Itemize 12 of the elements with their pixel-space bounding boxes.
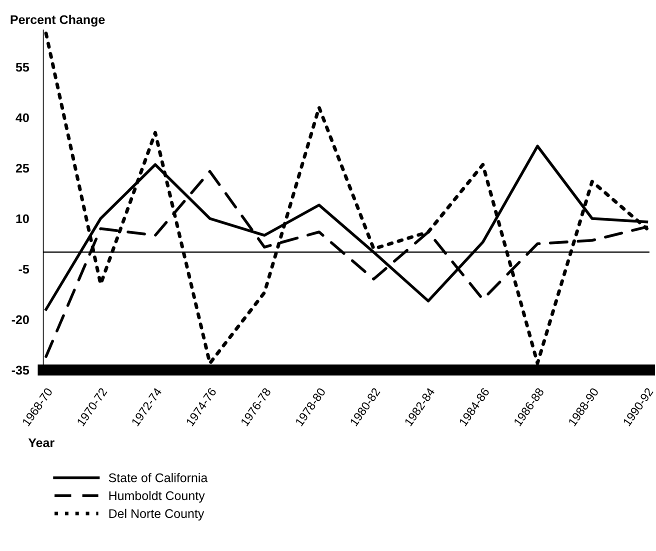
y-tick-label: -35 <box>12 366 30 375</box>
y-tick-label: 40 <box>16 113 29 122</box>
x-axis-title: Year <box>28 438 54 448</box>
y-tick-label: 25 <box>16 164 30 173</box>
y-tick-label: -20 <box>12 315 29 324</box>
y-axis-title: Percent Change <box>10 14 105 27</box>
legend-label: State of California <box>108 473 208 482</box>
y-tick-label: -5 <box>18 264 30 274</box>
y-tick-label: 55 <box>16 62 30 72</box>
legend-label: Humboldt County <box>109 490 205 503</box>
y-tick-label: 10 <box>16 214 29 224</box>
legend-label: Del Norte County <box>109 508 204 521</box>
